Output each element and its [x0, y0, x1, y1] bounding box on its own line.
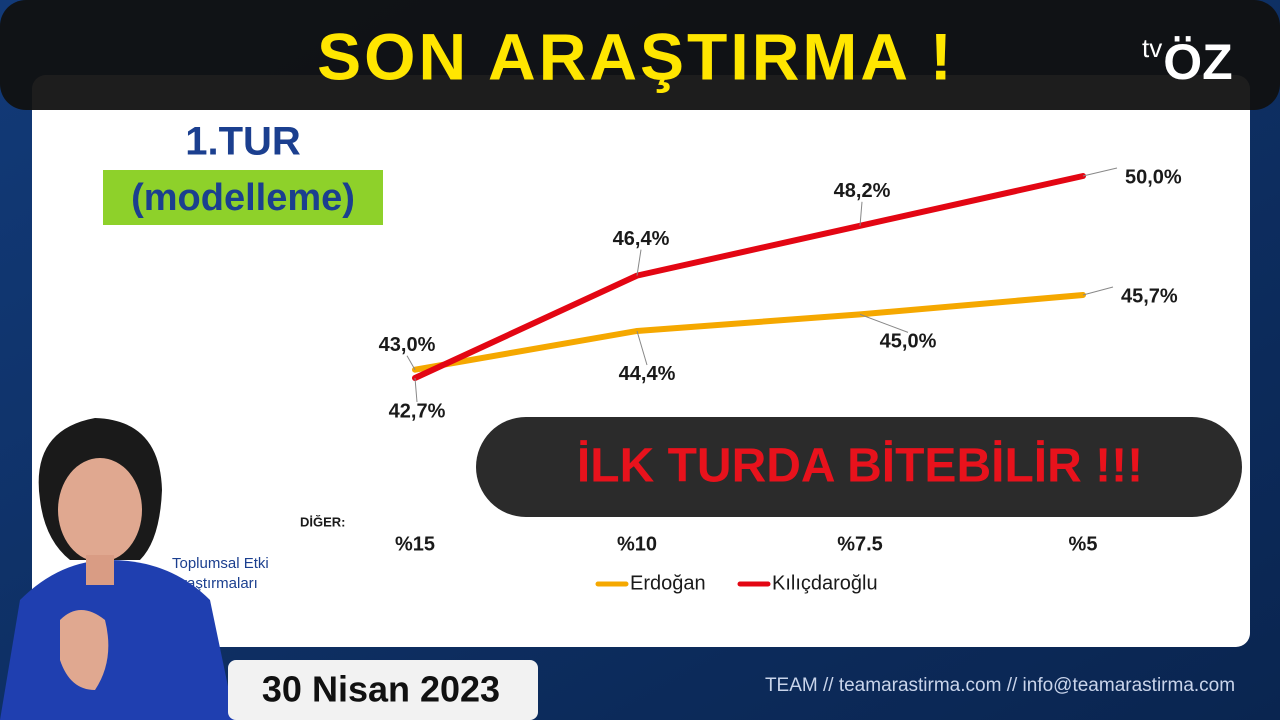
leader-line — [1082, 167, 1118, 177]
leader-line — [406, 355, 416, 370]
plot: DİĞER: %15 %10 %7.5 %5 43,0% 44,4% 45,0% 45,7% 42… — [300, 166, 1182, 594]
banner-title: SON ARAŞTIRMA ! — [317, 19, 955, 93]
logo-tv: tv — [1142, 33, 1162, 63]
value-label: 50,0% — [1125, 166, 1182, 188]
value-label: 45,7% — [1121, 285, 1178, 307]
leader-line — [859, 313, 909, 333]
date: 30 Nisan 2023 — [262, 669, 500, 710]
x-tick-label: %5 — [1069, 533, 1098, 555]
callout-bg — [476, 417, 1242, 517]
value-label: 44,4% — [619, 363, 676, 385]
line-series — [412, 291, 1086, 373]
leader-line — [636, 249, 642, 276]
chart-title: 1.TUR — [185, 120, 301, 164]
leader-line — [414, 377, 418, 403]
source-line1: Toplumsal Etki — [172, 555, 269, 572]
leader-line — [859, 201, 863, 226]
leader-line — [1082, 286, 1114, 296]
value-label: 45,0% — [880, 331, 937, 353]
value-label: 46,4% — [613, 228, 670, 250]
banner — [0, 0, 1280, 110]
date-box — [228, 660, 538, 720]
x-tick-label: %7.5 — [837, 533, 883, 555]
legend-label: Erdoğan — [630, 572, 706, 594]
x-axis-label: DİĞER: — [300, 514, 346, 529]
logo-brand: ÖZ — [1163, 34, 1232, 90]
value-label: 42,7% — [389, 400, 446, 422]
callout-text: İLK TURDA BİTEBİLİR !!! — [577, 440, 1143, 493]
subtitle-bg — [103, 170, 383, 225]
value-label: 43,0% — [379, 334, 436, 356]
line-series — [412, 173, 1086, 381]
presenter — [0, 418, 235, 720]
value-label: 48,2% — [834, 180, 891, 202]
legend-label: Kılıçdaroğlu — [772, 572, 878, 594]
chart-subtitle: (modelleme) — [131, 177, 355, 219]
x-tick-label: %10 — [617, 533, 657, 555]
footer-text: TEAM // teamarastirma.com // info@teamar… — [765, 675, 1235, 696]
x-tick-label: %15 — [395, 533, 435, 555]
leader-line — [636, 330, 648, 366]
